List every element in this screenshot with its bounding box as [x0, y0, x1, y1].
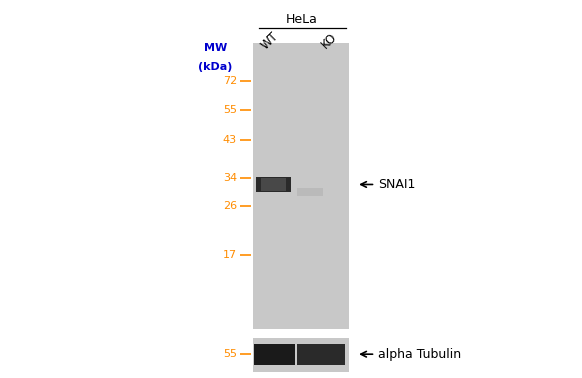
Text: 34: 34 — [223, 173, 237, 183]
Text: 55: 55 — [223, 105, 237, 115]
Bar — [253, 338, 349, 372]
Text: WT: WT — [258, 29, 281, 52]
Bar — [254, 344, 295, 364]
Text: 55: 55 — [223, 349, 237, 359]
Bar — [256, 177, 291, 192]
Bar — [253, 43, 349, 329]
Bar — [297, 344, 345, 364]
Text: 72: 72 — [223, 76, 237, 86]
Text: alpha Tubulin: alpha Tubulin — [378, 348, 462, 361]
Text: (kDa): (kDa) — [198, 62, 233, 72]
Text: 26: 26 — [223, 201, 237, 211]
Text: MW: MW — [204, 43, 227, 53]
Bar — [261, 178, 286, 191]
Text: SNAI1: SNAI1 — [378, 178, 416, 191]
Text: HeLa: HeLa — [286, 13, 317, 26]
Text: 17: 17 — [223, 250, 237, 260]
Bar — [297, 188, 323, 196]
Text: 43: 43 — [223, 135, 237, 145]
Text: KO: KO — [318, 31, 339, 51]
